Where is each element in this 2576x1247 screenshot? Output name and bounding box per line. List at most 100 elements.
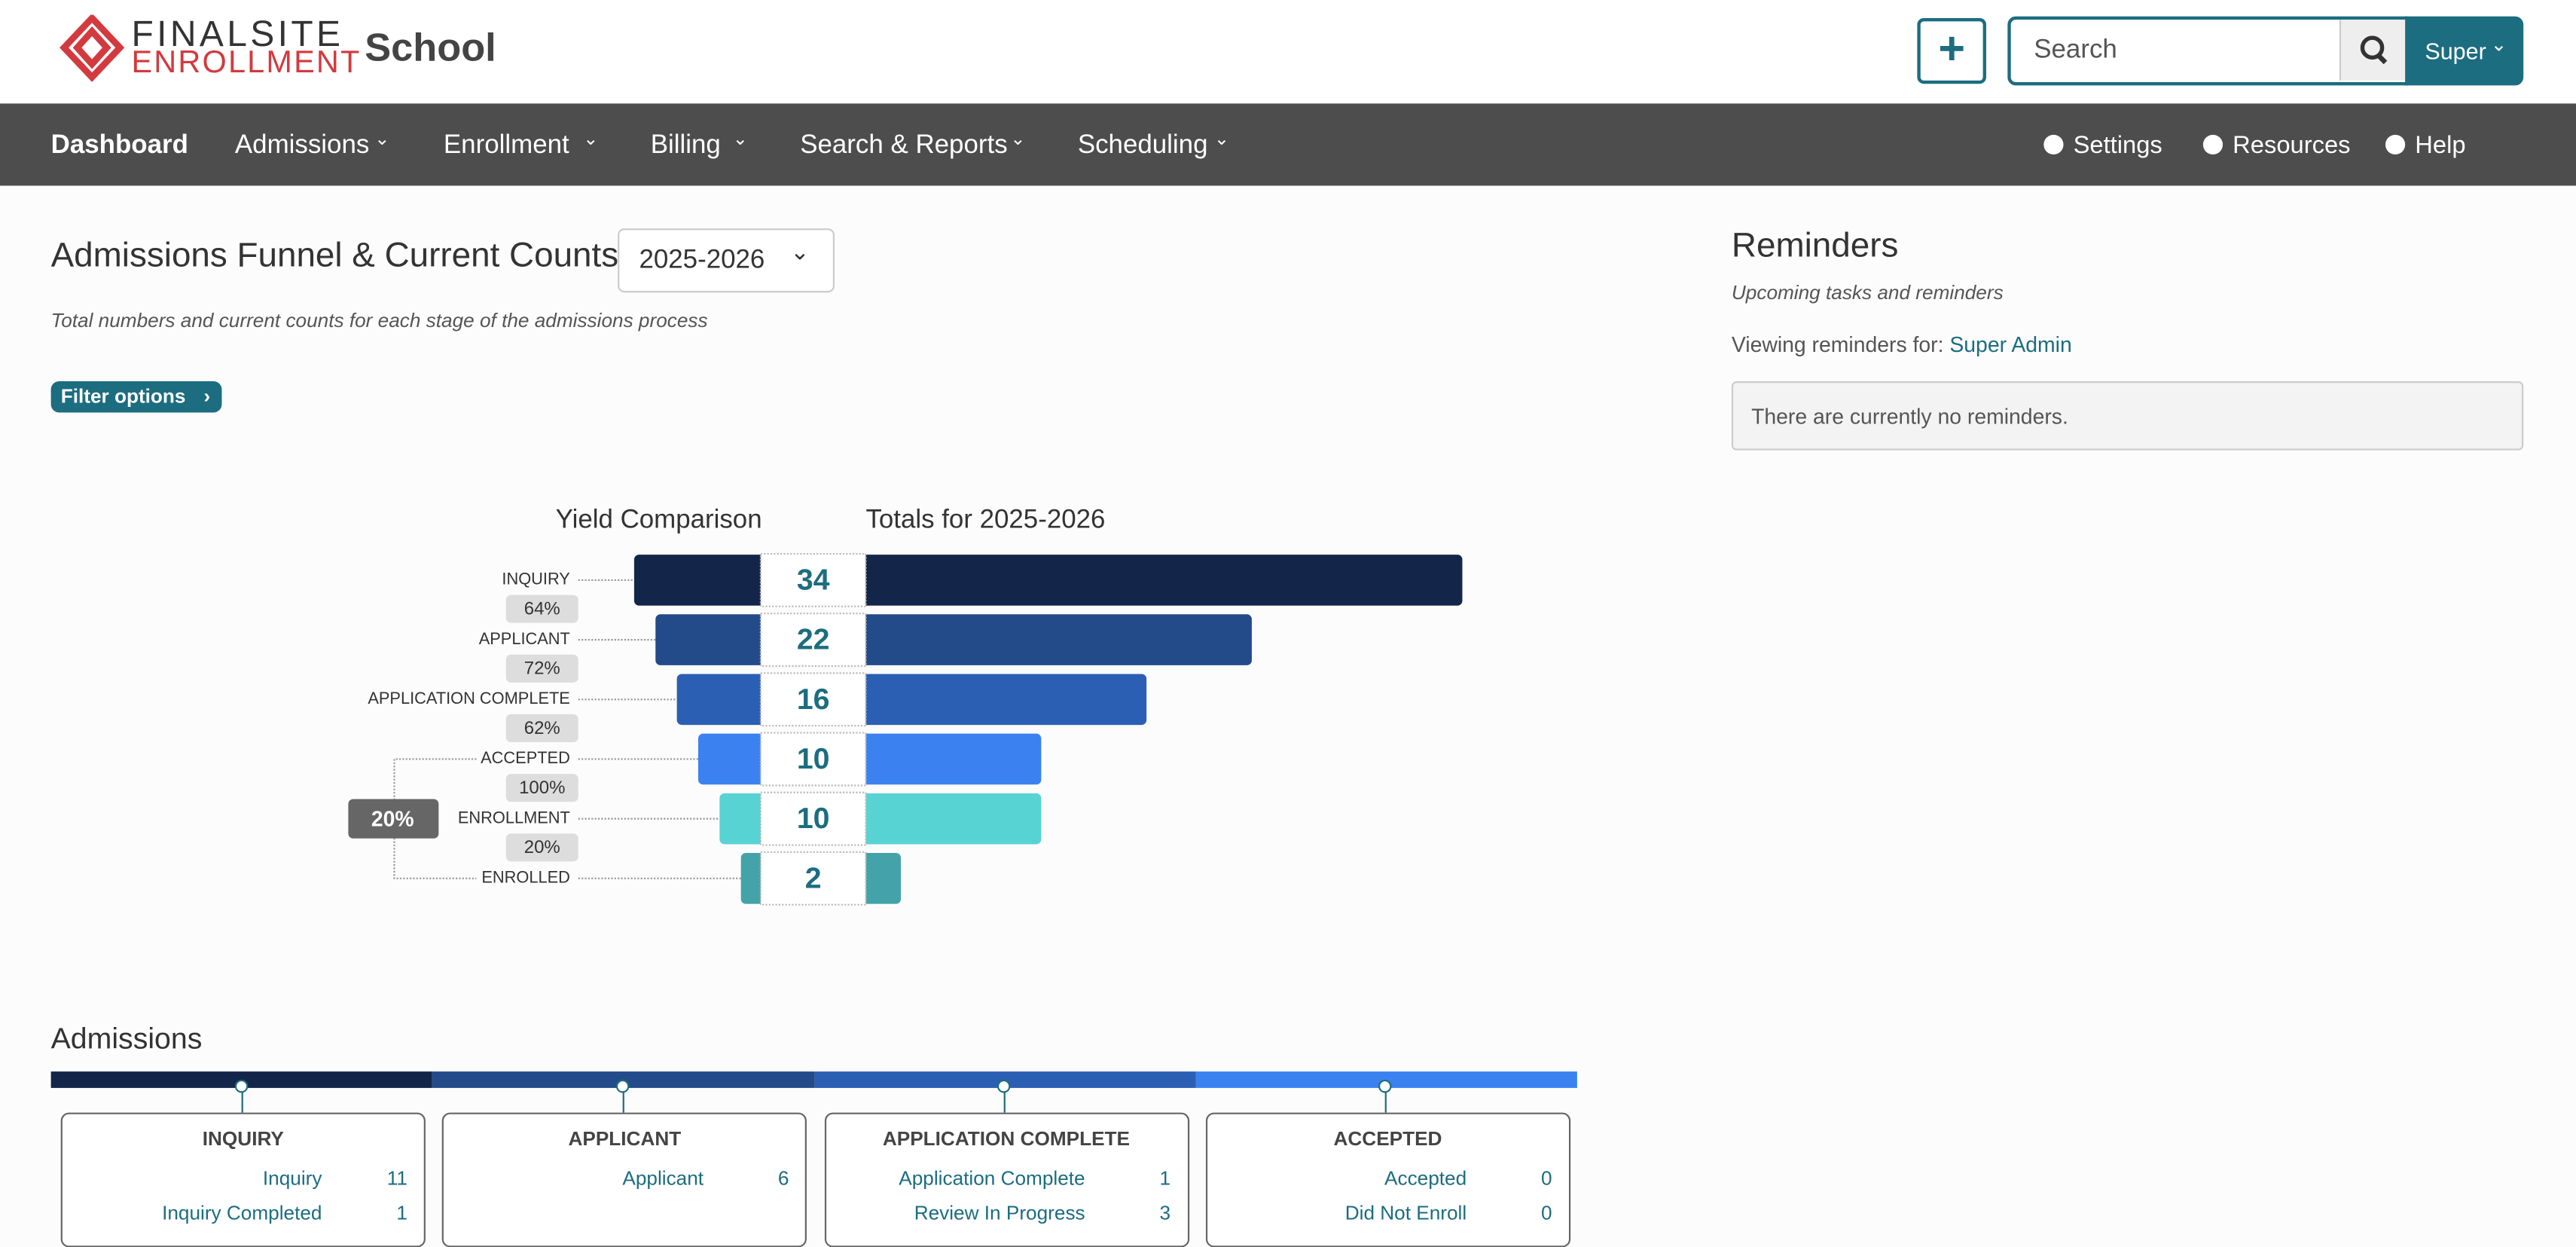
year-value: 2025-2026 (639, 246, 765, 275)
user-name: Super (2425, 38, 2486, 65)
nav-item[interactable]: Billing (650, 131, 721, 160)
count-box (759, 672, 867, 727)
logo-icon (60, 14, 125, 82)
funnel-bar (655, 614, 1252, 665)
reminders-subtitle: Upcoming tasks and reminders (1731, 280, 2004, 304)
row-count: 6 (777, 1166, 789, 1190)
stage-count: 2 (805, 861, 822, 894)
row-count: 0 (1541, 1166, 1552, 1190)
card-title: INQUIRY (202, 1127, 284, 1151)
row-label[interactable]: Did Not Enroll (1344, 1201, 1467, 1224)
count-box (759, 552, 867, 607)
connector (1003, 1086, 1006, 1113)
row-label[interactable]: Applicant (622, 1166, 704, 1190)
row-label[interactable]: Accepted (1384, 1166, 1467, 1190)
nav-item[interactable]: Help (2415, 131, 2466, 160)
chevron: ⌄ (1213, 130, 1229, 150)
header: FINALSITE ENROLLMENT School + Search Sup… (0, 0, 2576, 104)
nav-item[interactable]: Search & Reports (800, 131, 1008, 160)
funnel-bar (697, 733, 1042, 785)
yield-label: 62% (524, 718, 560, 738)
connector-dot (1378, 1079, 1392, 1093)
filter-button[interactable]: Filter options › (50, 381, 222, 413)
nav-item[interactable]: Enrollment (443, 131, 569, 160)
yield-label: 100% (519, 778, 565, 798)
overall-yield: 20% (371, 807, 414, 831)
stage-card: APPLICATION COMPLETE Application Complete… (823, 1112, 1189, 1247)
funnel-title: Admissions Funnel & Current Counts (50, 237, 619, 275)
nav-bar: Dashboard Admissions Enrollment Billing Sear… (0, 103, 2576, 186)
connector-dot (997, 1079, 1011, 1093)
nav-item[interactable]: Admissions (234, 131, 370, 160)
stage-card: APPLICANT Applicant 6 (442, 1112, 807, 1247)
card-title: APPLICANT (568, 1127, 682, 1151)
stage-label: INQUIRY (502, 570, 570, 588)
row-count: 11 (386, 1166, 407, 1190)
connector (240, 1086, 243, 1113)
row-count: 3 (1159, 1201, 1171, 1224)
reminders-empty: There are currently no reminders. (1731, 381, 2524, 451)
stage-label: APPLICANT (479, 629, 570, 648)
yield-label: 72% (524, 659, 560, 679)
stage-count: 22 (797, 623, 830, 656)
empty-text: There are currently no reminders. (1751, 404, 2068, 429)
card-title: APPLICATION COMPLETE (882, 1127, 1130, 1151)
count-box (759, 851, 867, 906)
nav-icon (2385, 134, 2406, 155)
count-box (759, 732, 867, 787)
funnel-chart: Yield Comparison Totals for 2025-2026 34 IN… (348, 505, 1463, 906)
yield-label: 64% (524, 599, 560, 619)
search-button[interactable] (2339, 20, 2407, 81)
viewing-user[interactable]: Super Admin (1949, 332, 2072, 357)
row-label[interactable]: Inquiry Completed (162, 1201, 322, 1224)
chevron: ⌄ (1010, 130, 1026, 150)
stage-count: 16 (797, 683, 830, 716)
viewing-text: Viewing reminders for: (1731, 332, 1944, 357)
row-label[interactable]: Review In Progress (914, 1201, 1085, 1224)
yield-heading: Yield Comparison (556, 505, 762, 534)
yield-pill (505, 714, 578, 742)
stage-label: APPLICATION COMPLETE (368, 689, 569, 708)
connector-dot (615, 1079, 629, 1093)
yield-pill (505, 833, 578, 862)
logo-text: ENROLLMENT (131, 46, 362, 81)
stage-card: ACCEPTED Accepted 0 Did Not Enroll 0 (1205, 1112, 1570, 1247)
nav-item[interactable]: Settings (2073, 131, 2162, 160)
overall-yield-pill (348, 799, 439, 839)
nav-item[interactable]: Resources (2233, 131, 2351, 160)
year-select[interactable]: 2025-2026 ⌄ (618, 228, 835, 293)
user-menu[interactable]: Super ⌄ (2405, 16, 2524, 86)
stage-count: 34 (797, 563, 830, 596)
nav-icon (2043, 134, 2064, 155)
stage-count: 10 (797, 742, 830, 775)
row-count: 0 (1541, 1201, 1552, 1224)
nav-item[interactable]: Dashboard (50, 131, 188, 160)
add-button[interactable]: + (1917, 17, 1986, 84)
school-name: School (365, 26, 496, 71)
yield-pill (505, 774, 578, 802)
nav-item[interactable]: Scheduling (1077, 131, 1208, 160)
stage-card: INQUIRY Inquiry 11 Inquiry Completed 1 (60, 1112, 426, 1247)
nav-icon (2202, 134, 2223, 155)
chevron: ⌄ (732, 130, 748, 150)
funnel-subtitle: Total numbers and current counts for eac… (50, 309, 708, 332)
row-label[interactable]: Inquiry (262, 1166, 322, 1190)
funnel-bar (676, 674, 1147, 726)
chevron: ⌄ (374, 130, 390, 150)
funnel-bar (633, 555, 1463, 606)
yield-pill (505, 654, 578, 683)
logo-text: FINALSITE (131, 13, 344, 54)
connector-dot (233, 1079, 248, 1093)
stage-count: 10 (797, 802, 830, 835)
reminders-title: Reminders (1731, 226, 1899, 265)
yield-label: 20% (524, 837, 560, 857)
stage-label: ENROLLED (481, 868, 570, 887)
stage-label: ACCEPTED (481, 748, 570, 767)
viewing-label: Viewing reminders for: Super Admin (1732, 332, 2072, 357)
chevron: ⌄ (583, 130, 599, 150)
filter-label: Filter options (60, 384, 186, 408)
card-title: ACCEPTED (1333, 1127, 1442, 1151)
row-label[interactable]: Application Complete (899, 1166, 1085, 1190)
